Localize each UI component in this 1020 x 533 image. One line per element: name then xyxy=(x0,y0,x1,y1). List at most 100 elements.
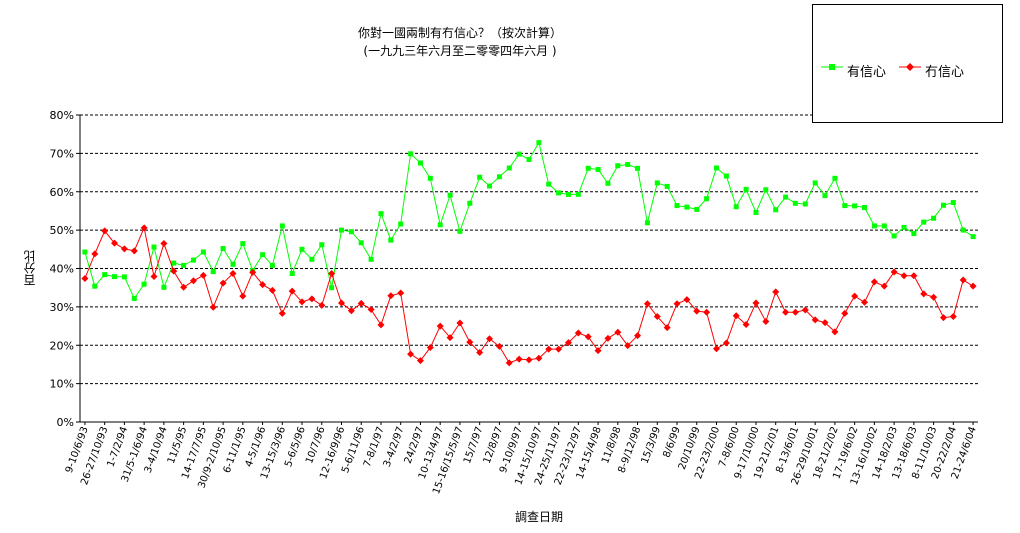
series-line xyxy=(84,226,974,364)
x-tick-labels: 9-10/6/9326-27/10/931-7/2/9431/5-1/6/943… xyxy=(64,425,979,495)
data-point xyxy=(259,281,267,289)
data-point xyxy=(595,167,601,172)
data-point xyxy=(643,300,651,308)
series-no-confidence xyxy=(81,224,977,367)
legend-label-has-confidence: 有信心 xyxy=(847,65,887,80)
data-point xyxy=(426,344,434,352)
data-point xyxy=(230,261,236,267)
data-point xyxy=(239,292,247,300)
data-point xyxy=(653,312,661,320)
data-point xyxy=(911,231,917,237)
data-point xyxy=(615,163,621,169)
data-point xyxy=(91,250,99,258)
data-point xyxy=(278,309,286,317)
data-point xyxy=(941,202,946,208)
data-point xyxy=(693,307,701,315)
data-point xyxy=(862,205,867,210)
data-point xyxy=(920,290,928,298)
data-point xyxy=(318,301,326,309)
data-point xyxy=(339,227,344,233)
data-point xyxy=(387,292,395,300)
y-axis-title: 百分比 xyxy=(23,250,37,286)
data-point xyxy=(969,282,977,290)
data-point xyxy=(289,271,295,276)
data-point xyxy=(624,342,632,350)
data-point xyxy=(151,244,157,250)
y-tick-label: 0% xyxy=(57,416,74,429)
data-point xyxy=(418,160,423,166)
data-point xyxy=(585,165,591,171)
data-point xyxy=(526,157,532,162)
data-point xyxy=(575,191,581,197)
data-point xyxy=(447,192,453,198)
data-point xyxy=(910,272,918,280)
y-tick-label: 20% xyxy=(50,339,74,352)
data-point xyxy=(970,234,976,240)
y-tick-label: 70% xyxy=(50,147,74,160)
data-point xyxy=(181,262,187,268)
data-point xyxy=(161,284,167,290)
data-point xyxy=(220,246,226,251)
axes xyxy=(76,114,978,425)
data-point xyxy=(308,295,316,303)
data-point xyxy=(408,151,414,157)
legend-markers xyxy=(821,63,921,71)
data-point xyxy=(319,242,325,248)
data-point xyxy=(456,319,464,327)
data-point xyxy=(782,308,790,316)
data-point xyxy=(574,329,582,337)
data-point xyxy=(832,175,838,181)
data-point xyxy=(545,345,553,353)
data-point xyxy=(328,269,336,277)
x-axis-title: 調查日期 xyxy=(515,510,564,524)
data-point xyxy=(762,317,770,325)
data-point xyxy=(694,206,700,212)
series-has-confidence xyxy=(82,140,976,301)
data-point xyxy=(812,180,818,186)
data-point xyxy=(416,357,424,365)
data-point xyxy=(644,220,650,226)
data-point xyxy=(446,334,454,342)
data-point xyxy=(260,252,266,258)
data-point xyxy=(960,227,966,233)
data-point xyxy=(732,312,740,320)
data-point xyxy=(368,256,374,262)
data-point xyxy=(397,289,405,297)
data-point xyxy=(773,207,779,213)
data-point xyxy=(822,193,828,199)
data-point xyxy=(635,165,640,171)
data-point xyxy=(347,307,355,315)
data-point xyxy=(457,228,463,234)
data-point xyxy=(742,321,750,329)
data-point xyxy=(792,200,798,206)
data-point xyxy=(437,222,443,228)
data-point xyxy=(81,274,89,282)
data-point xyxy=(516,151,522,157)
legend: 有信心 冇信心 xyxy=(812,4,1003,123)
data-point xyxy=(930,293,938,301)
data-point xyxy=(288,287,296,295)
data-point xyxy=(357,299,365,307)
data-point xyxy=(684,204,690,210)
data-point xyxy=(752,299,760,307)
data-point xyxy=(210,269,216,275)
data-point xyxy=(654,180,660,186)
y-tick-label: 60% xyxy=(50,186,74,199)
data-point xyxy=(555,345,563,353)
data-point xyxy=(229,269,237,277)
series-line xyxy=(84,141,974,300)
data-point xyxy=(870,278,878,286)
data-point xyxy=(673,300,681,308)
data-point xyxy=(515,355,523,363)
data-point xyxy=(950,200,956,205)
legend-marker-has-confidence xyxy=(829,64,835,70)
data-point xyxy=(140,224,148,232)
legend-marker-no-confidence xyxy=(906,63,914,71)
data-point xyxy=(358,240,364,246)
data-point xyxy=(556,190,562,196)
data-point xyxy=(674,203,680,209)
data-point xyxy=(130,247,138,255)
data-point xyxy=(939,314,947,322)
